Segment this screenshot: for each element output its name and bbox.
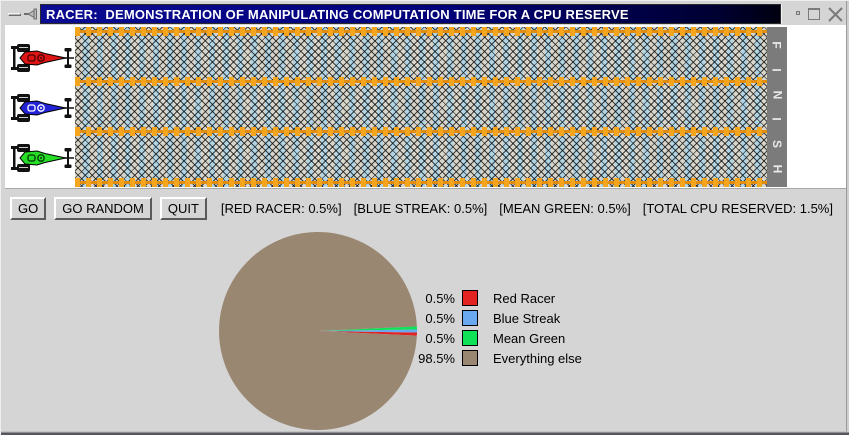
legend-label: Mean Green — [493, 330, 566, 346]
race-canvas: F I N I S H — [5, 25, 846, 189]
legend-label: Blue Streak — [493, 310, 561, 326]
go-button[interactable]: GO — [10, 196, 47, 220]
lane-marker — [75, 127, 767, 136]
status-total-cpu: [TOTAL CPU RESERVED: 1.5%] — [642, 200, 833, 216]
finish-letter: I — [770, 117, 784, 121]
everything-else-swatch — [462, 350, 478, 366]
finish-letter: F — [770, 41, 784, 49]
window-bottom-border — [1, 431, 849, 435]
window-menu-area — [4, 4, 40, 24]
window-right-border — [846, 1, 849, 435]
finish-letter: I — [770, 68, 784, 72]
cpu-pie-chart — [218, 232, 418, 430]
quit-button[interactable]: QUIT — [159, 196, 207, 220]
go-random-button[interactable]: GO RANDOM — [54, 196, 152, 220]
legend-row-blue-streak: 0.5% Blue Streak — [415, 308, 582, 328]
lane-marker — [75, 178, 767, 187]
blue-streak-swatch — [462, 310, 478, 326]
pie-legend: 0.5% Red Racer 0.5% Blue Streak 0.5% Mea… — [415, 288, 582, 368]
legend-pct: 0.5% — [425, 330, 455, 346]
status-red-racer: [RED RACER: 0.5%] — [220, 200, 342, 216]
lane-marker — [75, 27, 767, 36]
title-bar-row: RACER: DEMONSTRATION OF MANIPULATING COM… — [4, 4, 847, 24]
legend-label: Everything else — [493, 350, 582, 366]
mean-green-swatch — [462, 330, 478, 346]
legend-pct: 0.5% — [425, 290, 455, 306]
toolbar: GO GO RANDOM QUIT [RED RACER: 0.5%] [BLU… — [5, 190, 846, 226]
mean-green-car — [11, 144, 74, 172]
legend-row-red-racer: 0.5% Red Racer — [415, 288, 582, 308]
red-racer-car — [11, 44, 74, 72]
close-icon[interactable] — [828, 6, 843, 22]
window-title: RACER: DEMONSTRATION OF MANIPULATING COM… — [46, 6, 629, 22]
finish-banner: F I N I S H — [767, 27, 787, 187]
maximize-icon[interactable] — [808, 8, 820, 20]
race-track — [75, 27, 767, 187]
pushpin-icon[interactable] — [23, 7, 37, 21]
status-blue-streak: [BLUE STREAK: 0.5%] — [353, 200, 488, 216]
status-mean-green: [MEAN GREEN: 0.5%] — [499, 200, 631, 216]
legend-label: Red Racer — [493, 290, 556, 306]
window-controls — [781, 4, 847, 24]
blue-streak-car — [11, 94, 74, 122]
red-racer-swatch — [462, 290, 478, 306]
legend-row-everything-else: 98.5% Everything else — [415, 348, 582, 368]
finish-letter: H — [769, 164, 784, 173]
legend-pct: 0.5% — [425, 310, 455, 326]
minimize-icon[interactable] — [796, 11, 800, 15]
title-bar[interactable]: RACER: DEMONSTRATION OF MANIPULATING COM… — [40, 4, 781, 24]
legend-row-mean-green: 0.5% Mean Green — [415, 328, 582, 348]
lane-marker — [75, 77, 767, 86]
finish-letter: S — [769, 139, 784, 148]
iconify-icon[interactable] — [7, 12, 21, 16]
finish-letter: N — [769, 90, 784, 99]
legend-pct: 98.5% — [418, 350, 455, 366]
